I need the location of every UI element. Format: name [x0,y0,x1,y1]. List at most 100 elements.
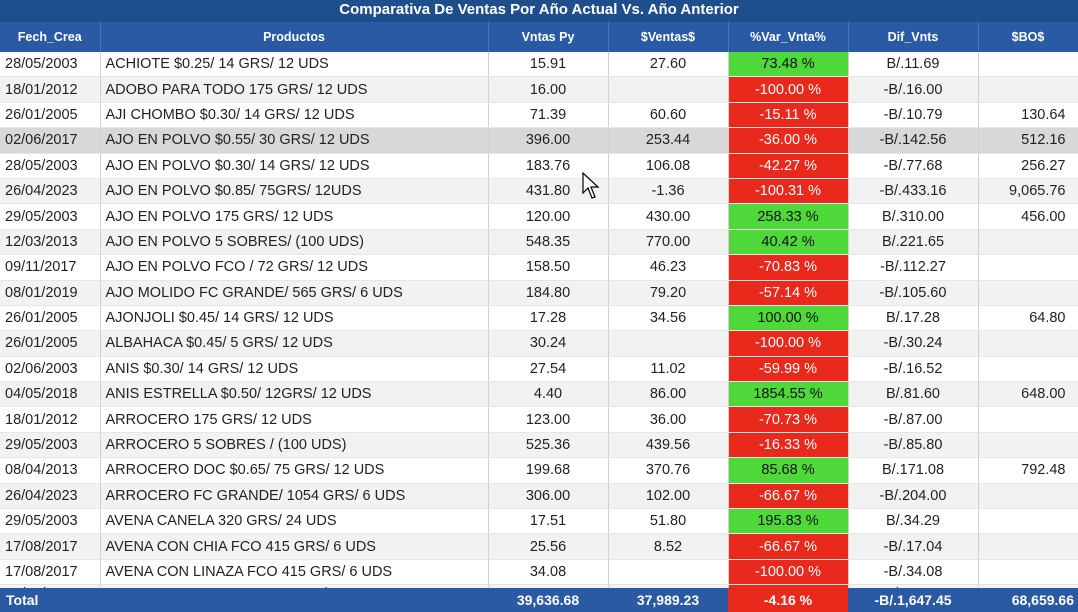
cell-vntas-py: 17.28 [488,305,609,332]
cell-ventas [608,330,729,357]
report-title: Comparativa De Ventas Por Año Actual Vs.… [0,0,1078,22]
cell-ventas: 106.08 [608,153,729,179]
cell-bo: 512.16 [978,127,1078,154]
totals-label: Total [6,592,39,608]
cell-dif-vnts: -B/.30.24 [848,330,979,357]
cell-ventas: 8.52 [608,533,729,560]
table-row[interactable]: 12/03/2013 AJO EN POLVO 5 SOBRES/ (100 UD… [0,229,1078,256]
column-header-fech-crea[interactable]: Fech_Crea [0,22,101,52]
total-ventas: 37,989.23 [636,592,700,608]
cell-dif-vnts: -B/.142.56 [848,127,979,154]
cell-ventas: 36.00 [608,406,729,433]
cell-var-vnta: -42.27 % [728,153,849,179]
sales-comparison-table: Fech_Crea Productos Vntas Py $Ventas$ %V… [0,22,1078,612]
cell-dif-vnts: B/.17.28 [848,305,979,332]
table-header-row: Fech_Crea Productos Vntas Py $Ventas$ %V… [0,22,1078,52]
cell-var-vnta: -100.00 % [728,330,849,357]
arrow-pointer-icon [582,172,600,199]
cell-vntas-py: 27.54 [488,356,609,383]
cell-vntas-py: 123.00 [488,406,609,433]
cell-var-vnta: -66.67 % [728,483,849,510]
cell-bo [978,533,1078,560]
table-row[interactable]: 29/05/2003 AJO EN POLVO 175 GRS/ 12 UDS 12… [0,203,1078,230]
cell-ventas: -1.36 [608,178,729,205]
vertical-scrollbar[interactable] [1072,52,1078,582]
column-header-vntas-py[interactable]: Vntas Py [488,22,609,52]
cell-bo [978,559,1078,586]
cell-producto: ARROCERO FC GRANDE/ 1054 GRS/ 6 UDS [100,483,489,510]
cell-fech-crea: 28/05/2003 [0,52,101,78]
cell-bo [978,356,1078,383]
table-row[interactable]: 18/01/2012 ARROCERO 175 GRS/ 12 UDS 123.00… [0,406,1078,433]
cell-dif-vnts: -B/.77.68 [848,153,979,179]
cell-dif-vnts: -B/.10.79 [848,102,979,129]
column-header-bo[interactable]: $BO$ [978,22,1078,52]
cell-vntas-py: 306.00 [488,483,609,510]
column-header-var-vnta[interactable]: %Var_Vnta% [728,22,849,52]
cell-fech-crea: 26/01/2005 [0,330,101,357]
table-row[interactable]: 08/01/2019 AJO MOLIDO FC GRANDE/ 565 GRS/… [0,280,1078,306]
cell-bo [978,483,1078,510]
cell-var-vnta: 100.00 % [728,305,849,332]
cell-var-vnta: -100.31 % [728,178,849,205]
cell-vntas-py: 396.00 [488,127,609,154]
cell-vntas-py: 548.35 [488,229,609,256]
cell-vntas-py: 71.39 [488,102,609,129]
table-row[interactable]: 28/05/2003 AJO EN POLVO $0.30/ 14 GRS/ 12… [0,153,1078,179]
table-row[interactable]: 29/05/2003 AVENA CANELA 320 GRS/ 24 UDS 17… [0,508,1078,535]
cell-dif-vnts: -B/.87.00 [848,406,979,433]
cell-var-vnta: -100.00 % [728,76,849,103]
cell-bo: 130.64 [978,102,1078,129]
table-row[interactable]: 26/01/2005 AJONJOLI $0.45/ 14 GRS/ 12 UDS… [0,305,1078,332]
table-row[interactable]: 09/11/2017 AJO EN POLVO FCO / 72 GRS/ 12 … [0,254,1078,281]
table-row[interactable]: 26/01/2005 AJI CHOMBO $0.30/ 14 GRS/ 12 U… [0,102,1078,129]
cell-bo [978,280,1078,306]
cell-ventas: 51.80 [608,508,729,535]
column-header-productos[interactable]: Productos [100,22,489,52]
column-header-ventas[interactable]: $Ventas$ [608,22,729,52]
table-row[interactable]: 02/06/2017 AJO EN POLVO $0.55/ 30 GRS/ 12… [0,127,1078,154]
cell-var-vnta: -66.67 % [728,533,849,560]
cell-fech-crea: 18/01/2012 [0,76,101,103]
table-row[interactable]: 02/06/2003 ANIS $0.30/ 14 GRS/ 12 UDS 27.5… [0,356,1078,383]
table-row[interactable]: 26/01/2005 ALBAHACA $0.45/ 5 GRS/ 12 UDS 3… [0,330,1078,357]
table-row[interactable]: 29/05/2003 ARROCERO 5 SOBRES / (100 UDS) 5… [0,432,1078,459]
cell-dif-vnts: B/.171.08 [848,457,979,484]
cell-dif-vnts: -B/.17.04 [848,533,979,560]
cell-var-vnta: 195.83 % [728,508,849,535]
column-header-dif-vnts[interactable]: Dif_Vnts [848,22,979,52]
cell-var-vnta: 1854.55 % [728,381,849,408]
table-row[interactable]: 17/08/2017 AVENA CON LINAZA FCO 415 GRS/ … [0,559,1078,586]
cell-bo [978,229,1078,256]
cell-fech-crea: 04/05/2018 [0,381,101,408]
table-row[interactable]: 26/04/2023 AJO EN POLVO $0.85/ 75GRS/ 12U… [0,178,1078,205]
total-bo: 68,659.66 [1011,592,1074,608]
cell-ventas: 46.23 [608,254,729,281]
cell-var-vnta: 73.48 % [728,52,849,78]
cell-vntas-py: 183.76 [488,153,609,179]
table-row[interactable]: 04/05/2018 ANIS ESTRELLA $0.50/ 12GRS/ 12… [0,381,1078,408]
cell-producto: AJO EN POLVO $0.55/ 30 GRS/ 12 UDS [100,127,489,154]
table-row[interactable]: 28/05/2003 ACHIOTE $0.25/ 14 GRS/ 12 UDS 1… [0,52,1078,78]
cell-producto: AJO EN POLVO 5 SOBRES/ (100 UDS) [100,229,489,256]
cell-fech-crea: 29/05/2003 [0,203,101,230]
table-row[interactable]: 26/04/2023 ARROCERO FC GRANDE/ 1054 GRS/ … [0,483,1078,510]
cell-dif-vnts: B/.34.29 [848,508,979,535]
table-row[interactable]: 08/04/2013 ARROCERO DOC $0.65/ 75 GRS/ 12… [0,457,1078,484]
cell-var-vnta: -70.73 % [728,406,849,433]
cell-producto: AJONJOLI $0.45/ 14 GRS/ 12 UDS [100,305,489,332]
cell-ventas: 370.76 [608,457,729,484]
cell-var-vnta: 40.42 % [728,229,849,256]
cell-var-vnta: -36.00 % [728,127,849,154]
total-vntas-py: 39,636.68 [516,592,580,608]
cell-bo [978,76,1078,103]
cell-fech-crea: 18/01/2012 [0,406,101,433]
cell-producto: ALBAHACA $0.45/ 5 GRS/ 12 UDS [100,330,489,357]
table-row[interactable]: 18/01/2012 ADOBO PARA TODO 175 GRS/ 12 UD… [0,76,1078,103]
cell-ventas: 770.00 [608,229,729,256]
table-row[interactable]: 17/08/2017 AVENA CON CHIA FCO 415 GRS/ 6 … [0,533,1078,560]
cell-fech-crea: 09/11/2017 [0,254,101,281]
cell-producto: AJO EN POLVO FCO / 72 GRS/ 12 UDS [100,254,489,281]
cell-ventas: 430.00 [608,203,729,230]
cell-var-vnta: -15.11 % [728,102,849,129]
